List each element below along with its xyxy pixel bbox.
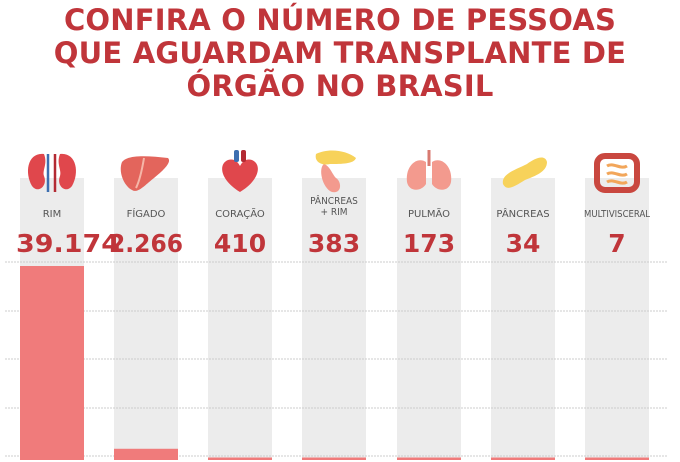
column-background-6 <box>491 178 555 460</box>
lung-right-shape <box>432 160 452 190</box>
small-intestine-shape <box>606 163 628 185</box>
column-background-5 <box>397 178 461 460</box>
kidney-right-shape <box>58 153 76 190</box>
value-label: 173 <box>403 229 455 258</box>
heart-vessel-red <box>241 150 246 162</box>
bar <box>585 457 649 460</box>
title-line-2: QUE AGUARDAM TRANSPLANTE DE <box>53 36 627 70</box>
category-label: MULTIVISCERAL <box>584 209 650 220</box>
liver-shape <box>120 156 170 191</box>
category-label: PÂNCREAS + RIM <box>310 194 358 218</box>
pancreas-kidney-icon <box>315 150 356 193</box>
intestine-icon <box>594 153 640 193</box>
value-label: 34 <box>506 229 541 258</box>
heart-vessel-blue <box>234 150 239 162</box>
category-label: PÂNCREAS <box>496 207 549 220</box>
column-background-3 <box>208 178 272 460</box>
title-line-3: ÓRGÃO NO BRASIL <box>186 69 494 103</box>
category-label: FÍGADO <box>127 207 166 220</box>
large-intestine-shape <box>594 153 640 193</box>
bar <box>397 457 461 460</box>
heart-icon <box>222 150 258 192</box>
category-label: RIM <box>43 209 62 220</box>
lungs-icon <box>406 150 452 190</box>
category-label: PULMÃO <box>408 207 450 220</box>
bar <box>114 448 178 460</box>
title-line-1: CONFIRA O NÚMERO DE PESSOAS <box>63 3 617 37</box>
lung-left-shape <box>406 160 426 190</box>
heart-shape <box>222 159 258 192</box>
column-background-4 <box>302 178 366 460</box>
chart-title: CONFIRA O NÚMERO DE PESSOAS QUE AGUARDAM… <box>0 4 680 103</box>
kidneys-icon <box>28 153 76 192</box>
value-label: 410 <box>214 229 266 258</box>
pancreas-shape <box>502 157 547 188</box>
liver-icon <box>120 156 170 191</box>
pancreas-icon <box>502 157 547 188</box>
column-background-2 <box>114 178 178 460</box>
value-label: 383 <box>308 229 360 258</box>
value-label: 7 <box>608 229 625 258</box>
bar <box>491 457 555 460</box>
liver-line-shape <box>135 157 145 189</box>
bar <box>208 457 272 460</box>
bar <box>302 457 366 460</box>
value-label: 39.174 <box>16 229 120 258</box>
bar <box>20 266 84 460</box>
kidney-shape <box>321 164 341 193</box>
pancreas-shape <box>315 150 356 165</box>
column-background-7 <box>585 178 649 460</box>
kidney-left-shape <box>28 153 46 190</box>
category-label: CORAÇÃO <box>215 207 265 220</box>
value-label: 2.266 <box>109 229 183 258</box>
